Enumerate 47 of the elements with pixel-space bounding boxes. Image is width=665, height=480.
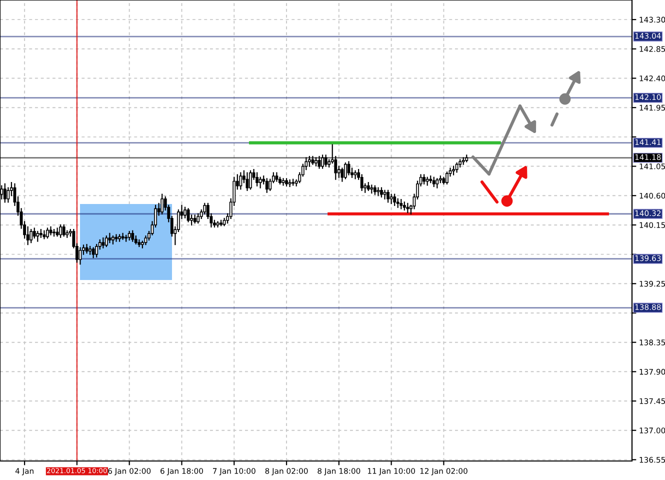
- candlestick: [95, 244, 98, 258]
- candlestick: [258, 176, 262, 188]
- candlestick: [321, 154, 324, 169]
- candlestick: [121, 232, 124, 240]
- candlestick: [393, 194, 396, 206]
- candlestick: [265, 178, 268, 193]
- candlestick: [390, 194, 393, 204]
- candlestick: [32, 228, 36, 239]
- candlestick: [249, 170, 252, 190]
- candlestick: [160, 194, 164, 214]
- candlestick: [406, 202, 410, 214]
- candlestick: [42, 230, 46, 240]
- candlestick: [340, 168, 344, 182]
- candlestick: [275, 172, 278, 182]
- candlestick: [308, 156, 311, 167]
- candlestick: [446, 172, 448, 184]
- candlestick: [108, 232, 112, 244]
- candlestick: [62, 224, 66, 237]
- candlestick: [131, 230, 134, 242]
- candlestick: [216, 221, 220, 228]
- candlestick: [184, 206, 186, 218]
- candlestick: [455, 162, 458, 173]
- candlestick: [256, 172, 259, 186]
- candlestick: [282, 178, 285, 186]
- candlestick: [3, 183, 6, 203]
- candlestick: [380, 187, 383, 198]
- candlestick: [436, 178, 439, 188]
- candlestick: [288, 179, 292, 188]
- candlestick: [104, 235, 108, 248]
- candlestick: [324, 154, 328, 167]
- candlestick: [30, 228, 33, 244]
- candlestick: [432, 176, 436, 188]
- candlestick: [46, 228, 49, 239]
- candlestick: [196, 213, 200, 224]
- candlestick: [239, 172, 242, 190]
- candlestick: [376, 187, 380, 196]
- candlestick: [36, 230, 40, 242]
- candlestick: [102, 237, 105, 248]
- candlestick: [386, 190, 390, 203]
- candlestick: [186, 208, 190, 222]
- candlestick: [422, 174, 426, 184]
- candlestick: [59, 224, 62, 238]
- candlestick: [400, 198, 403, 210]
- candlestick: [114, 234, 118, 242]
- candlestick: [344, 162, 347, 180]
- candlestick: [354, 170, 357, 180]
- candlestick: [92, 247, 95, 258]
